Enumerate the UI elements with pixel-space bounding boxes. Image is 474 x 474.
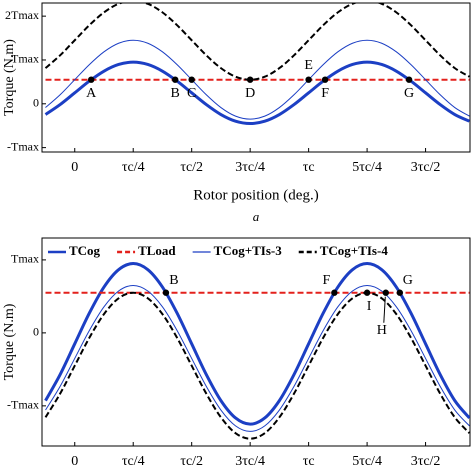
x-tick-label: τc/4: [122, 454, 145, 469]
point-marker: [363, 289, 371, 296]
series-line: [44, 3, 470, 81]
point-label: G: [403, 273, 413, 288]
x-tick-label: τc: [303, 160, 315, 175]
point-marker: [405, 76, 413, 83]
point-label: B: [171, 86, 180, 101]
legend-label: TCog+TIs-3: [214, 243, 283, 258]
y-tick-label: 0: [33, 325, 39, 339]
point-label: F: [322, 273, 330, 288]
series-line: [45, 39, 470, 120]
series-line: [44, 291, 470, 440]
x-tick-label: 5τc/4: [352, 160, 382, 175]
point-marker: [171, 76, 179, 83]
x-tick-label: τc/2: [180, 454, 203, 469]
x-axis-label: Rotor position (deg.): [193, 187, 318, 203]
point-label: B: [169, 273, 178, 288]
x-tick-label: 5τc/4: [352, 454, 382, 469]
point-marker: [321, 76, 329, 83]
point-marker: [88, 76, 95, 83]
point-marker: [396, 289, 404, 296]
y-tick-label: 2Tmax: [5, 8, 39, 22]
point-marker: [246, 76, 254, 83]
legend-label: TCog: [69, 243, 101, 258]
plot-frame: [41, 237, 471, 447]
point-label: A: [86, 86, 97, 101]
series-line: [44, 262, 470, 426]
series-line: [44, 60, 470, 126]
point-marker: [382, 289, 390, 296]
y-tick-label: Tmax: [11, 252, 39, 266]
legend-label: TCog+TIs-4: [320, 243, 389, 258]
x-tick-label: τc/2: [180, 160, 203, 175]
point-label: G: [404, 86, 414, 101]
x-tick-label: 3τc/4: [235, 454, 265, 469]
x-tick-label: 3τc/2: [411, 454, 441, 469]
x-tick-label: 0: [71, 454, 78, 469]
panel: -Tmax 0 Tmax 0 τc/4 τc/2 3τc/4 τc 5τc/4 3τc/2 Torq…: [2, 237, 471, 469]
y-tick-label: -Tmax: [7, 139, 39, 153]
y-tick-label: -Tmax: [7, 398, 39, 412]
x-tick-label: 0: [71, 160, 78, 175]
legend-label: TLoad: [138, 243, 176, 258]
y-axis-label: Torque (N.m): [2, 39, 17, 116]
panel: -Tmax 0 Tmax 2Tmax 0 τc/4 τc/2 3τc/4 τc 5τc/4 3τc/…: [2, 2, 471, 224]
annotation-arrow: [383, 296, 386, 323]
point-label: I: [367, 299, 372, 314]
x-tick-label: 3τc/4: [235, 160, 265, 175]
point-label: H: [377, 323, 387, 338]
x-tick-label: τc/4: [122, 160, 145, 175]
y-axis-label: Torque (N.m): [2, 303, 17, 380]
point-label: C: [187, 86, 196, 101]
point-label: E: [304, 58, 313, 73]
y-tick-label: 0: [33, 96, 39, 110]
point-marker: [331, 289, 338, 296]
point-marker: [188, 76, 195, 83]
point-marker: [305, 76, 312, 83]
point-marker: [162, 289, 170, 296]
point-label: F: [321, 86, 329, 101]
caption: a: [253, 209, 260, 224]
y-tick-label: Tmax: [11, 52, 39, 66]
x-tick-label: τc: [303, 454, 315, 469]
plot-frame: [41, 2, 471, 153]
series-line: [45, 284, 470, 432]
point-label: D: [245, 86, 255, 101]
x-tick-label: 3τc/2: [411, 160, 441, 175]
